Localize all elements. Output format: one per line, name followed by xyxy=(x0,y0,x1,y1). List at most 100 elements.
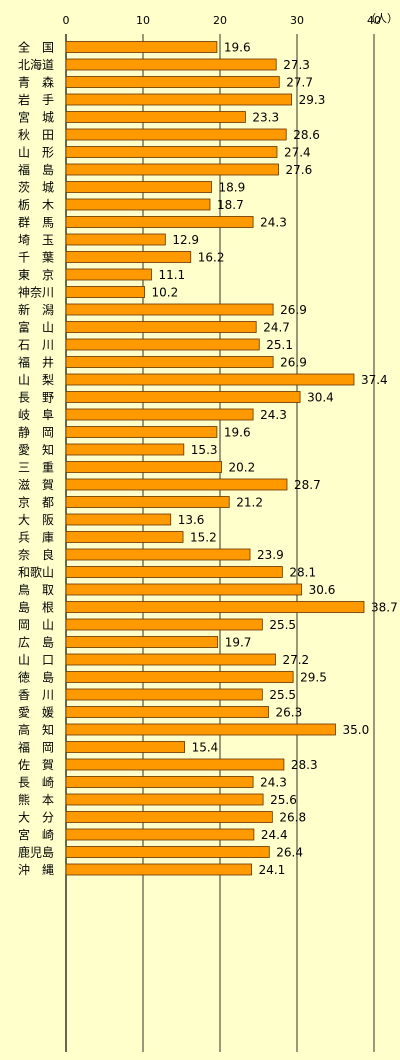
value-label: 24.3 xyxy=(260,216,287,230)
bar xyxy=(65,426,218,438)
bar xyxy=(65,373,355,386)
category-label: 広 島 xyxy=(18,635,54,650)
category-label: 群 馬 xyxy=(18,216,54,230)
bar xyxy=(65,846,270,858)
category-label: 三 重 xyxy=(18,461,54,475)
bar xyxy=(65,93,293,106)
value-label: 29.3 xyxy=(299,93,326,107)
category-label: 静 岡 xyxy=(18,426,54,440)
value-label: 26.9 xyxy=(280,356,307,370)
bar xyxy=(65,303,274,316)
value-label: 19.7 xyxy=(225,636,252,650)
bar xyxy=(65,391,301,403)
value-label: 23.9 xyxy=(257,548,284,562)
bar xyxy=(65,321,257,333)
value-label: 16.2 xyxy=(198,251,225,265)
x-tick-label: 40 xyxy=(367,14,381,27)
category-label: 北海道 xyxy=(18,57,54,72)
category-label: 福 島 xyxy=(18,162,54,177)
category-label: 岩 手 xyxy=(18,92,54,107)
category-label: 栃 木 xyxy=(18,198,54,212)
value-label: 12.9 xyxy=(172,233,199,247)
category-label: 徳 島 xyxy=(18,670,54,685)
category-label: 和歌山 xyxy=(18,565,54,580)
value-label: 26.9 xyxy=(280,303,307,317)
category-label: 奈 良 xyxy=(18,547,54,562)
bar xyxy=(65,128,287,141)
bar xyxy=(65,146,278,158)
category-label: 秋 田 xyxy=(18,128,54,142)
category-label: 山 梨 xyxy=(18,373,54,387)
bar xyxy=(65,723,336,736)
value-label: 10.2 xyxy=(152,286,179,300)
category-label: 滋 賀 xyxy=(18,478,54,492)
category-label: 山 形 xyxy=(18,146,54,160)
value-label: 24.3 xyxy=(260,408,287,422)
bar xyxy=(65,671,294,683)
category-label: 香 川 xyxy=(18,688,54,702)
category-label: 佐 賀 xyxy=(18,758,54,772)
value-label: 23.3 xyxy=(252,111,279,125)
category-label: 長 崎 xyxy=(18,776,54,790)
category-label: 長 野 xyxy=(18,391,54,405)
category-label: 岡 山 xyxy=(18,618,54,632)
value-label: 35.0 xyxy=(343,723,370,737)
bar xyxy=(65,706,269,718)
category-label: 東 京 xyxy=(18,268,54,282)
bar xyxy=(65,268,152,281)
value-label: 27.4 xyxy=(284,146,311,160)
bar xyxy=(65,793,264,806)
value-label: 15.4 xyxy=(192,741,219,755)
category-label: 高 知 xyxy=(18,722,54,737)
category-label: 京 都 xyxy=(18,496,54,510)
bar xyxy=(65,216,254,228)
value-label: 28.3 xyxy=(291,758,318,772)
value-label: 30.6 xyxy=(309,583,336,597)
category-label: 新 潟 xyxy=(18,302,54,317)
category-label: 大 阪 xyxy=(18,513,54,527)
value-label: 24.4 xyxy=(261,828,288,842)
x-tick-label: 0 xyxy=(63,14,70,27)
category-label: 千 葉 xyxy=(18,251,54,265)
category-label: 沖 縄 xyxy=(18,862,54,877)
bar xyxy=(65,338,260,351)
bar xyxy=(65,76,280,88)
category-label: 熊 本 xyxy=(18,792,54,807)
value-label: 25.6 xyxy=(270,793,297,807)
bar xyxy=(65,408,254,421)
value-label: 26.3 xyxy=(276,706,303,720)
unit-label: （人） xyxy=(365,12,398,25)
category-label: 茨 城 xyxy=(18,181,54,195)
value-label: 25.1 xyxy=(266,338,293,352)
bar xyxy=(65,111,246,123)
category-label: 福 岡 xyxy=(18,740,54,755)
bar xyxy=(65,198,211,211)
value-label: 28.6 xyxy=(293,128,320,142)
category-label: 兵 庫 xyxy=(18,531,54,545)
bar xyxy=(65,461,222,473)
bar xyxy=(65,478,288,491)
bar xyxy=(65,688,263,701)
bar xyxy=(65,233,166,246)
value-label: 24.3 xyxy=(260,776,287,790)
bar xyxy=(65,758,285,771)
category-label: 山 口 xyxy=(18,653,54,667)
value-label: 38.7 xyxy=(371,601,398,615)
bar xyxy=(65,181,212,193)
value-label: 28.7 xyxy=(294,478,321,492)
x-tick-label: 10 xyxy=(136,14,150,27)
category-label: 宮 崎 xyxy=(18,827,54,842)
category-label: 埼 玉 xyxy=(18,233,54,247)
value-label: 11.1 xyxy=(158,268,185,282)
value-label: 37.4 xyxy=(361,373,388,387)
category-label: 全 国 xyxy=(18,40,54,55)
value-label: 28.1 xyxy=(289,566,316,580)
value-label: 29.5 xyxy=(300,671,327,685)
value-label: 24.7 xyxy=(263,321,290,335)
value-label: 27.7 xyxy=(286,76,313,90)
category-label: 富 山 xyxy=(18,320,54,335)
category-label: 青 森 xyxy=(18,75,54,90)
value-label: 25.5 xyxy=(269,688,296,702)
value-label: 13.6 xyxy=(178,513,205,527)
